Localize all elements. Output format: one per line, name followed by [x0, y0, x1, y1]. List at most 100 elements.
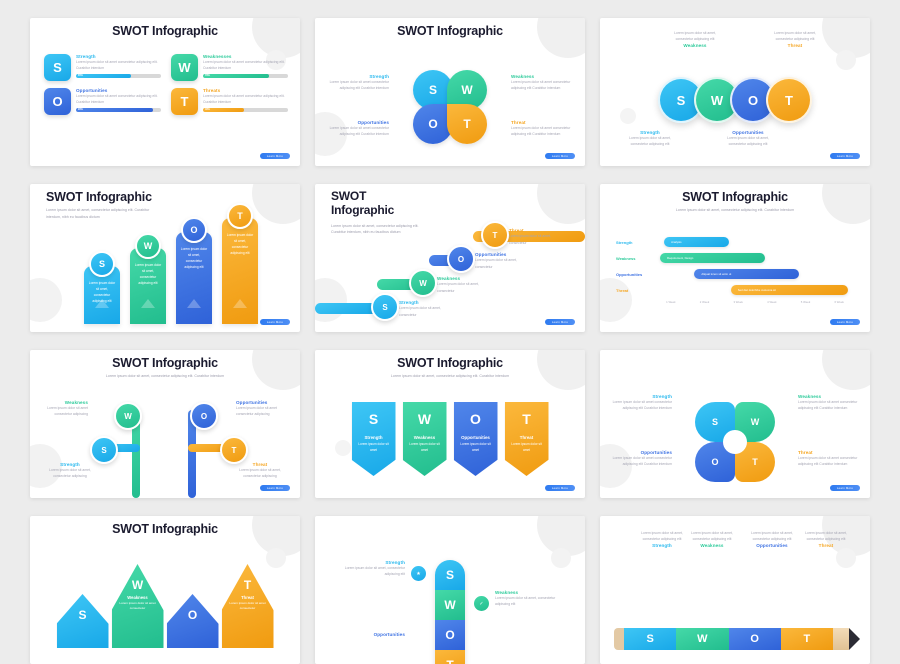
pencil-segment-s[interactable]: S [624, 628, 677, 650]
banner-label: Opportunities [461, 435, 490, 440]
shield-icon: ✓ [474, 596, 489, 611]
gantt-bar: Analysis [664, 237, 729, 247]
item-label: Opportunities [76, 88, 108, 93]
slide-12-pencil[interactable]: Lorem ipsum dolor sit amet, consectetur … [600, 516, 870, 664]
vertical-pill: S W O T [435, 560, 465, 664]
slide-5-stairs[interactable]: SWOT Infographic Lorem ipsum dolor sit a… [315, 184, 585, 332]
pill-segment-o[interactable]: O [435, 620, 465, 650]
slide-1-tiles-progress[interactable]: SWOT Infographic S Strength Lorem ipsum … [30, 18, 300, 166]
pencil-segment-t[interactable]: T [780, 628, 833, 650]
pill-segment-t[interactable]: T [435, 650, 465, 664]
slide-4-ascending-bars[interactable]: SWOT Infographic Lorem ipsum dolor sit a… [30, 184, 300, 332]
branch-knob-t[interactable]: T [220, 436, 248, 464]
item-text: Lorem ipsum dolor sit amet consectetur a… [76, 94, 158, 105]
slide-11-vertical-pill[interactable]: S W O T ★ ✓ Strength Lorem ipsum dolor s… [315, 516, 585, 664]
bar-weakness[interactable]: W Lorem ipsum dolor sit amet, consectetu… [130, 233, 166, 324]
slide-7-branches[interactable]: SWOT Infographic Lorem ipsum dolor sit a… [30, 350, 300, 498]
pencil-segment-w[interactable]: W [676, 628, 729, 650]
item-text: Lorem ipsum dolor sit amet consectetur a… [76, 60, 158, 71]
letter-tile-w: W [171, 54, 198, 81]
petal-s[interactable]: S [413, 70, 453, 110]
banner-letter: W [417, 411, 432, 427]
axis-tick: 2 Week [699, 300, 710, 304]
branch-knob-w[interactable]: W [114, 402, 142, 430]
branch-text-strength: Strength Lorem ipsum dolor sit amet, con… [49, 462, 91, 479]
bar-opportunities[interactable]: O Lorem ipsum dolor sit amet, consectetu… [176, 217, 212, 324]
banner-strength[interactable]: S Strength Lorem ipsum dolor sit amet [351, 402, 396, 476]
pencil-segment-o[interactable]: O [728, 628, 781, 650]
pill-segment-s[interactable]: S [435, 560, 465, 590]
learn-more-button[interactable]: Learn More [260, 485, 290, 491]
banner-opportunities[interactable]: O Opportunities Lorem ipsum dolor sit am… [453, 402, 498, 476]
gantt-row[interactable]: Strength Analysis [616, 236, 856, 248]
bar-threat[interactable]: T Lorem ipsum dolor sit amet, consectetu… [222, 203, 258, 324]
step-knob-s[interactable]: S [371, 293, 399, 321]
gantt-row[interactable]: Weakness Requirement, Design [616, 252, 856, 264]
puzzle-text-threat: Threat Lorem ipsum dolor sit amet consec… [798, 450, 858, 467]
learn-more-button[interactable]: Learn More [260, 319, 290, 325]
hill-text: Lorem ipsum dolor sit amet consectetur [119, 601, 156, 611]
axis-tick: 5 Week [800, 300, 811, 304]
item-text: Lorem ipsum dolor sit amet consectetur a… [203, 60, 285, 71]
slide-9-puzzle[interactable]: S W O T Strength Lorem ipsum dolor sit a… [600, 350, 870, 498]
swot-item-threats[interactable]: T Threats Lorem ipsum dolor sit amet con… [171, 88, 288, 115]
swot-text-opportunities: Opportunities Lorem ipsum dolor sit amet… [727, 130, 769, 147]
pencil-text-threat: Lorem ipsum dolor sit amet, consectetur … [805, 531, 847, 548]
page-title: SWOT Infographic [397, 24, 503, 38]
up-arrow-icon [141, 299, 155, 308]
pill-segment-w[interactable]: W [435, 590, 465, 620]
swot-item-strength[interactable]: S Strength Lorem ipsum dolor sit amet co… [44, 54, 161, 81]
page-title: SWOT Infographic [112, 356, 218, 370]
learn-more-button[interactable]: Learn More [830, 319, 860, 325]
branch-knob-o[interactable]: O [190, 402, 218, 430]
slide-2-flower[interactable]: SWOT Infographic S W O T Strength Lorem … [315, 18, 585, 166]
letter-tile-t: T [171, 88, 198, 115]
slide-3-circle-row[interactable]: Lorem ipsum dolor sit amet, consectetur … [600, 18, 870, 166]
learn-more-button[interactable]: Learn More [260, 153, 290, 159]
step-knob-t[interactable]: T [481, 221, 509, 249]
bar-cap-t: T [227, 203, 253, 229]
hill-weakness[interactable]: W Weakness Lorem ipsum dolor sit amet co… [111, 564, 164, 648]
gantt-row[interactable]: Opportunities Aliquat lorem sit enim ut [616, 268, 856, 280]
step-knob-w[interactable]: W [409, 269, 437, 297]
step-knob-o[interactable]: O [447, 245, 475, 273]
page-subtitle: Lorem ipsum dolor sit amet, consectetur … [46, 208, 150, 219]
page-subtitle: Lorem ipsum dolor sit amet, consectetur … [675, 208, 795, 212]
banner-weakness[interactable]: W Weakness Lorem ipsum dolor sit amet [402, 402, 447, 476]
petal-w[interactable]: W [447, 70, 487, 110]
learn-more-button[interactable]: Learn More [545, 319, 575, 325]
bar-strength[interactable]: S Lorem ipsum dolor sit amet, consectetu… [84, 251, 120, 324]
pill-text-weakness: Weakness Lorem ipsum dolor sit amet, con… [495, 590, 556, 607]
pencil-text-weakness: Lorem ipsum dolor sit amet, consectetur … [691, 531, 733, 548]
step-text-weakness: Weakness Lorem ipsum dolor sit amet, con… [437, 276, 479, 293]
page-title: SWOT Infographic [397, 356, 503, 370]
gantt-bar: Requirement, Design [660, 253, 766, 263]
letter-tile-o: O [44, 88, 71, 115]
circle-row: S W O T [616, 76, 854, 124]
bar-text: Lorem ipsum dolor sit amet, consectetur … [226, 233, 254, 256]
slide-10-hills[interactable]: SWOT Infographic S W Weakness Lorem ipsu… [30, 516, 300, 664]
slide-8-banners[interactable]: SWOT Infographic Lorem ipsum dolor sit a… [315, 350, 585, 498]
item-text: Lorem ipsum dolor sit amet consectetur a… [203, 94, 285, 105]
pencil-text-opportunities: Lorem ipsum dolor sit amet, consectetur … [751, 531, 793, 548]
learn-more-button[interactable]: Learn More [830, 153, 860, 159]
swot-item-weaknesses[interactable]: W Weaknesses Lorem ipsum dolor sit amet … [171, 54, 288, 81]
hill-strength[interactable]: S [56, 594, 109, 648]
gantt-row[interactable]: Threat Sed diet dolorbibe customia sit [616, 284, 856, 296]
swot-item-opportunities[interactable]: O Opportunities Lorem ipsum dolor sit am… [44, 88, 161, 115]
branch-knob-s[interactable]: S [90, 436, 118, 464]
learn-more-button[interactable]: Learn More [830, 485, 860, 491]
flower-diagram: S W O T [413, 70, 487, 144]
petal-t[interactable]: T [447, 104, 487, 144]
page-title: SWOT Infographic [682, 190, 788, 204]
hill-threat[interactable]: T Threat Lorem ipsum dolor sit amet cons… [221, 564, 274, 648]
pill-text-strength: Strength Lorem ipsum dolor sit amet, con… [344, 560, 405, 577]
slide-6-gantt[interactable]: SWOT Infographic Lorem ipsum dolor sit a… [600, 184, 870, 332]
circle-t[interactable]: T [766, 77, 812, 123]
petal-o[interactable]: O [413, 104, 453, 144]
axis-tick: 1 Week [666, 300, 676, 304]
learn-more-button[interactable]: Learn More [545, 485, 575, 491]
learn-more-button[interactable]: Learn More [545, 153, 575, 159]
banner-threat[interactable]: T Threat Lorem ipsum dolor sit amet [504, 402, 549, 476]
hill-opportunities[interactable]: O [166, 594, 219, 648]
